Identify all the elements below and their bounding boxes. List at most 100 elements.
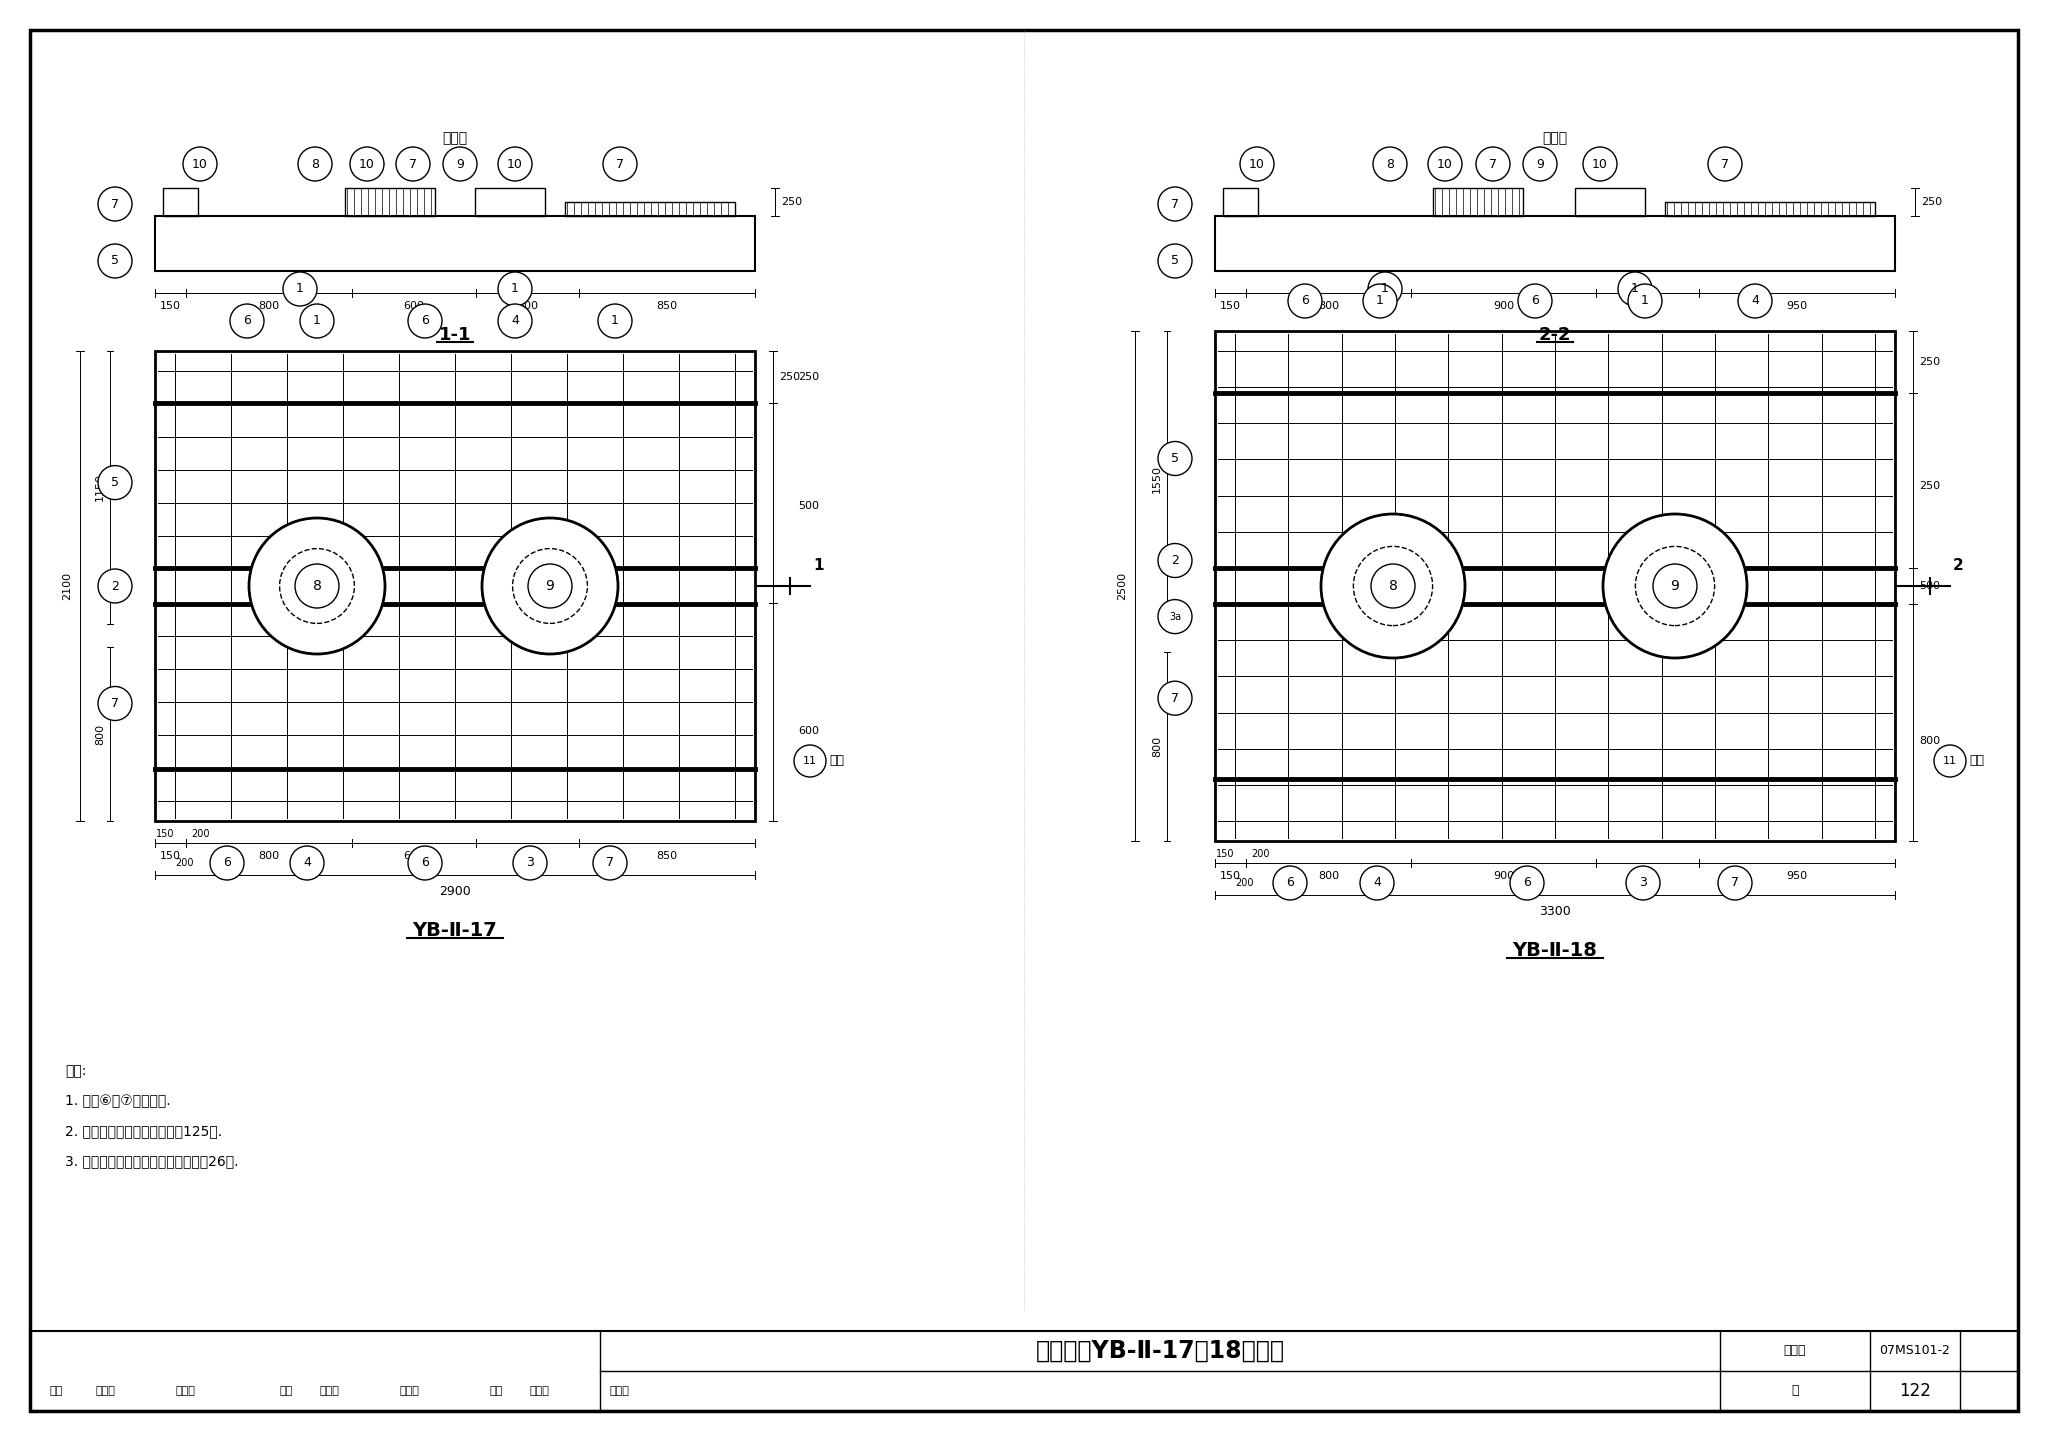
Text: 500: 500 bbox=[799, 501, 819, 512]
Text: 附加筋: 附加筋 bbox=[442, 131, 467, 146]
Text: YB-Ⅱ-17: YB-Ⅱ-17 bbox=[412, 921, 498, 940]
Text: 10: 10 bbox=[1249, 157, 1266, 170]
Circle shape bbox=[1618, 272, 1653, 305]
Circle shape bbox=[1157, 543, 1192, 578]
Text: 6: 6 bbox=[422, 314, 428, 327]
Text: 800: 800 bbox=[258, 852, 279, 862]
Text: 500: 500 bbox=[516, 301, 539, 311]
Text: 7: 7 bbox=[410, 157, 418, 170]
Text: 500: 500 bbox=[1636, 301, 1659, 311]
Circle shape bbox=[1364, 284, 1397, 318]
Bar bbox=[1665, 202, 1876, 216]
Circle shape bbox=[98, 569, 131, 602]
Circle shape bbox=[1524, 147, 1556, 182]
Circle shape bbox=[498, 272, 532, 305]
Text: 600: 600 bbox=[799, 726, 819, 736]
Text: 9: 9 bbox=[1536, 157, 1544, 170]
Text: 吊钩: 吊钩 bbox=[829, 755, 844, 768]
Text: 3. 吊钩及洞口附加筋做法见本图集第26页.: 3. 吊钩及洞口附加筋做法见本图集第26页. bbox=[66, 1154, 238, 1169]
Text: 800: 800 bbox=[1317, 870, 1339, 880]
Text: 郭英雄: 郭英雄 bbox=[94, 1386, 115, 1396]
Text: 200: 200 bbox=[1251, 849, 1270, 859]
Circle shape bbox=[602, 147, 637, 182]
Text: 200: 200 bbox=[1235, 878, 1253, 888]
Text: 设计: 设计 bbox=[489, 1386, 504, 1396]
Text: 6: 6 bbox=[244, 314, 252, 327]
Circle shape bbox=[182, 147, 217, 182]
Text: 6: 6 bbox=[1286, 876, 1294, 889]
Text: 250: 250 bbox=[799, 372, 819, 382]
Text: 10: 10 bbox=[1591, 157, 1608, 170]
Text: 7: 7 bbox=[111, 697, 119, 710]
Text: 1550: 1550 bbox=[1151, 465, 1161, 493]
Text: 11: 11 bbox=[1944, 757, 1958, 767]
Text: 4: 4 bbox=[303, 856, 311, 869]
Text: 1: 1 bbox=[1376, 294, 1384, 307]
Text: 6: 6 bbox=[422, 856, 428, 869]
Text: 8: 8 bbox=[1386, 157, 1395, 170]
Text: 600: 600 bbox=[403, 852, 424, 862]
Text: 电令兹: 电令兹 bbox=[399, 1386, 420, 1396]
Text: 5: 5 bbox=[1171, 255, 1180, 268]
Circle shape bbox=[291, 846, 324, 880]
Circle shape bbox=[1477, 147, 1509, 182]
Text: 1: 1 bbox=[313, 314, 322, 327]
Text: 500: 500 bbox=[516, 852, 539, 862]
Bar bbox=[344, 187, 434, 216]
Circle shape bbox=[1718, 866, 1751, 901]
Bar bbox=[164, 187, 199, 216]
Bar bbox=[156, 216, 756, 271]
Text: 600: 600 bbox=[403, 301, 424, 311]
Text: 500: 500 bbox=[1636, 870, 1659, 880]
Text: 800: 800 bbox=[258, 301, 279, 311]
Circle shape bbox=[1360, 866, 1395, 901]
Circle shape bbox=[442, 147, 477, 182]
Circle shape bbox=[1157, 187, 1192, 220]
Text: 10: 10 bbox=[193, 157, 209, 170]
Bar bbox=[156, 352, 756, 821]
Circle shape bbox=[211, 846, 244, 880]
Text: 页: 页 bbox=[1792, 1385, 1798, 1398]
Circle shape bbox=[1653, 563, 1698, 608]
Circle shape bbox=[598, 304, 633, 339]
Circle shape bbox=[1518, 284, 1552, 318]
Bar bbox=[1214, 216, 1894, 271]
Circle shape bbox=[395, 147, 430, 182]
Bar bbox=[1575, 187, 1645, 216]
Text: 250: 250 bbox=[1919, 357, 1939, 367]
Text: 1: 1 bbox=[512, 282, 518, 295]
Text: 7: 7 bbox=[606, 856, 614, 869]
Circle shape bbox=[594, 846, 627, 880]
Circle shape bbox=[1157, 599, 1192, 634]
Text: 2: 2 bbox=[1954, 559, 1964, 574]
Circle shape bbox=[1288, 284, 1323, 318]
Text: 2: 2 bbox=[1171, 553, 1180, 566]
Text: 6: 6 bbox=[223, 856, 231, 869]
Circle shape bbox=[1708, 147, 1743, 182]
Text: 6: 6 bbox=[1300, 294, 1309, 307]
Text: YB-Ⅱ-18: YB-Ⅱ-18 bbox=[1513, 941, 1597, 960]
Text: 150: 150 bbox=[160, 852, 180, 862]
Circle shape bbox=[1239, 147, 1274, 182]
Text: 附加筋: 附加筋 bbox=[1542, 131, 1567, 146]
Text: 3: 3 bbox=[526, 856, 535, 869]
Circle shape bbox=[512, 846, 547, 880]
Text: 500: 500 bbox=[1919, 581, 1939, 591]
Text: 10: 10 bbox=[508, 157, 522, 170]
Text: 200: 200 bbox=[176, 857, 195, 867]
Bar bbox=[1434, 187, 1524, 216]
Text: 6: 6 bbox=[1524, 876, 1532, 889]
Circle shape bbox=[1427, 147, 1462, 182]
Text: 7: 7 bbox=[1171, 197, 1180, 210]
Text: 王弘堂: 王弘堂 bbox=[610, 1386, 631, 1396]
Text: 800: 800 bbox=[94, 723, 104, 745]
Circle shape bbox=[98, 187, 131, 220]
Text: 950: 950 bbox=[1786, 870, 1808, 880]
Text: 8: 8 bbox=[1389, 579, 1397, 594]
Circle shape bbox=[795, 745, 825, 777]
Text: 250: 250 bbox=[1919, 481, 1939, 491]
Text: 王先生: 王先生 bbox=[530, 1386, 549, 1396]
Text: 900: 900 bbox=[1493, 301, 1513, 311]
Text: 2100: 2100 bbox=[61, 572, 72, 599]
Text: 3a: 3a bbox=[1169, 611, 1182, 621]
